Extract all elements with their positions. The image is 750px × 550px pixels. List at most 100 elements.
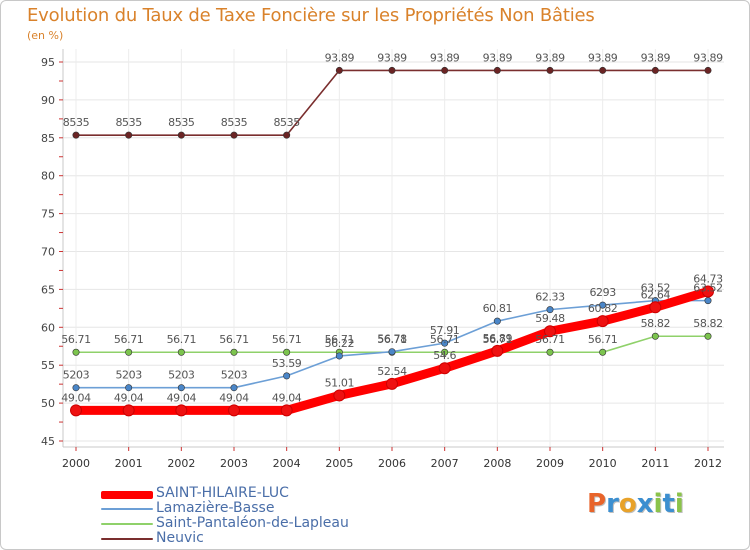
data-point (177, 384, 185, 392)
data-point (546, 66, 554, 74)
x-tick-label: 2011 (641, 457, 669, 470)
data-label: 56.71 (219, 333, 249, 346)
x-tick-label: 2010 (589, 457, 617, 470)
legend-swatch (101, 538, 153, 540)
data-label: 5203 (115, 369, 142, 382)
y-tick-label: 60 (41, 321, 55, 334)
legend-label: Lamazière-Basse (156, 500, 275, 516)
logo-letter: o (618, 489, 637, 519)
data-label: 58.82 (641, 317, 671, 330)
data-point (283, 131, 291, 139)
data-label: 93.89 (483, 51, 513, 64)
x-tick-label: 2006 (378, 457, 406, 470)
data-point (596, 315, 609, 328)
data-point (72, 348, 80, 356)
data-point (177, 348, 185, 356)
data-point (388, 348, 396, 356)
data-label: 62.64 (641, 288, 671, 301)
data-point (228, 404, 240, 417)
data-point (335, 352, 343, 360)
data-point (386, 377, 398, 390)
data-point (283, 348, 291, 356)
chart-title: Evolution du Taux de Taxe Foncière sur l… (27, 5, 595, 26)
y-tick-label: 80 (41, 170, 55, 183)
data-point (122, 404, 135, 417)
data-label: 60.82 (588, 302, 618, 315)
data-point (72, 384, 80, 392)
data-label: 54.6 (433, 349, 456, 362)
x-tick-label: 2005 (325, 457, 353, 470)
data-point (333, 389, 346, 402)
y-tick-label: 45 (41, 435, 55, 448)
data-label: 93.89 (588, 51, 618, 64)
x-tick-label: 2000 (62, 457, 90, 470)
y-tick-label: 90 (41, 94, 55, 107)
logo-letter: i (674, 489, 684, 519)
y-axis-unit: (en %) (27, 29, 64, 42)
data-point (546, 348, 554, 356)
data-label: 49.04 (219, 391, 249, 404)
data-label: 56.71 (114, 333, 144, 346)
data-label: 5203 (63, 369, 90, 382)
data-point (125, 384, 133, 392)
data-label: 6293 (589, 286, 616, 299)
logo-letter: t (662, 489, 675, 519)
legend-swatch (101, 491, 153, 499)
data-label: 63.52 (693, 282, 723, 295)
x-tick-label: 2004 (273, 457, 301, 470)
data-label: 56.78 (377, 333, 407, 346)
data-label: 56.71 (588, 333, 618, 346)
data-label: 56.89 (483, 332, 513, 345)
data-point (441, 66, 449, 74)
data-point (544, 325, 556, 338)
y-tick-label: 75 (41, 208, 55, 221)
data-point (493, 66, 501, 74)
data-label: 93.89 (325, 51, 355, 64)
proxiti-logo: Proxiti (587, 489, 684, 519)
data-label: 57.91 (430, 324, 460, 337)
data-label: 56.71 (483, 333, 513, 346)
data-label: 49.04 (272, 391, 302, 404)
data-label: 93.89 (641, 51, 671, 64)
y-tick-label: 95 (41, 56, 55, 69)
data-label: 93.89 (430, 51, 460, 64)
data-label: 56.71 (430, 333, 460, 346)
y-tick-label: 50 (41, 397, 55, 410)
legend-swatch (101, 508, 153, 510)
data-label: 59.48 (535, 312, 565, 325)
x-tick-label: 2012 (694, 457, 722, 470)
data-point (651, 66, 659, 74)
data-point (280, 404, 293, 417)
data-point (599, 301, 607, 309)
data-point (649, 301, 662, 314)
logo-letter: x (636, 489, 654, 519)
data-point (704, 66, 712, 74)
data-point (283, 372, 291, 380)
data-label: 5203 (168, 369, 195, 382)
x-tick-label: 2008 (483, 457, 511, 470)
data-point (441, 339, 449, 347)
data-label: 49.04 (114, 391, 144, 404)
data-point (72, 131, 80, 139)
data-label: 8535 (168, 116, 195, 129)
data-label: 8535 (273, 116, 300, 129)
logo-letter: r (606, 489, 619, 519)
data-label: 58.82 (693, 317, 723, 330)
data-label: 93.89 (377, 51, 407, 64)
legend-swatch (101, 523, 153, 525)
x-tick-label: 2009 (536, 457, 564, 470)
data-point (441, 348, 449, 356)
legend-label: SAINT-HILAIRE-LUC (156, 485, 289, 501)
data-point (125, 348, 133, 356)
x-tick-label: 2002 (167, 457, 195, 470)
data-label: 56.71 (61, 333, 91, 346)
x-tick-label: 2001 (115, 457, 143, 470)
data-label: 63.52 (641, 282, 671, 295)
data-point (704, 332, 712, 340)
data-label: 64.73 (693, 272, 723, 285)
data-label: 56.22 (325, 337, 355, 350)
data-point (651, 332, 659, 340)
data-point (388, 66, 396, 74)
